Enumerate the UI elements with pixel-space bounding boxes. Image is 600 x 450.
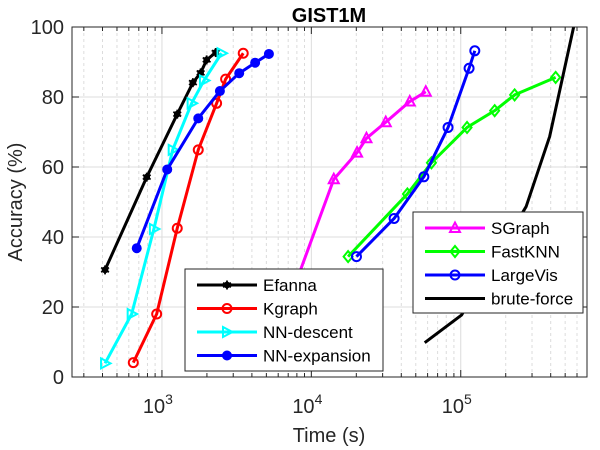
legend-marker [448, 220, 462, 233]
y-tick-label: 20 [42, 297, 64, 319]
x-tick-label: 103 [143, 391, 173, 418]
data-point-largevis [469, 45, 481, 57]
series-line-sgraph [273, 90, 427, 341]
x-tick-label: 105 [442, 391, 472, 418]
data-point-nn-descent [100, 356, 113, 371]
y-axis-label: Accuracy (%) [5, 143, 27, 262]
data-point-nn-descent [167, 143, 181, 157]
data-point-largevis [350, 251, 362, 263]
legend-label: NN-expansion [263, 347, 371, 366]
legend-marker [222, 280, 232, 290]
data-point-nn-expansion [234, 68, 245, 79]
series-line-largevis [355, 50, 477, 258]
legend-label: Kgraph [263, 300, 318, 319]
series-kgraph [127, 47, 249, 369]
data-point-kgraph [237, 47, 249, 59]
series-nn-descent [100, 46, 230, 371]
series-group [100, 27, 576, 371]
data-point-kgraph [151, 308, 163, 320]
data-point-kgraph [192, 144, 204, 156]
y-tick-label: 100 [31, 17, 64, 39]
legend-entry-nn-expansion: NN-expansion [197, 347, 371, 366]
legend-entry-sgraph: SGraph [425, 219, 550, 238]
legend-entry-fastknn: FastKNN [425, 243, 560, 262]
axes-box [71, 26, 588, 378]
data-point-kgraph [127, 357, 139, 369]
data-point-nn-descent [198, 73, 212, 88]
y-tick-label: 0 [53, 367, 64, 389]
series-line-brute-force [423, 27, 576, 344]
data-point-efanna [172, 109, 182, 119]
legend-label: LargeVis [491, 266, 558, 285]
series-line-fastknn [347, 76, 557, 258]
data-point-fastknn [461, 120, 473, 135]
series-efanna [100, 48, 221, 275]
data-point-largevis [442, 121, 454, 133]
data-point-nn-expansion [193, 113, 204, 124]
x-tick-label: 104 [292, 391, 322, 418]
legend-label: NN-descent [263, 323, 353, 342]
data-point-kgraph [211, 97, 223, 109]
data-point-nn-descent [148, 222, 162, 236]
legend-label: Efanna [263, 276, 317, 295]
legend-entry-brute-force: brute-force [425, 290, 573, 309]
data-point-sgraph [419, 84, 433, 97]
data-point-largevis [463, 62, 475, 74]
data-point-sgraph [350, 145, 364, 158]
data-point-sgraph [327, 171, 341, 185]
data-point-nn-descent [186, 96, 200, 110]
series-nn-expansion [131, 48, 274, 254]
legend-label: SGraph [491, 219, 550, 238]
data-point-fastknn [342, 249, 354, 264]
series-line-nn-descent [103, 52, 223, 365]
legend-marker [449, 244, 461, 259]
series-largevis [350, 45, 481, 263]
data-point-efanna [188, 78, 198, 88]
data-point-fastknn [488, 103, 501, 118]
legend-entry-kgraph: Kgraph [197, 300, 318, 319]
data-point-sgraph [403, 93, 417, 107]
chart-title: GIST1M [292, 5, 366, 27]
y-tick-label: 80 [42, 87, 64, 109]
data-point-efanna [142, 172, 152, 182]
legend-marker [222, 350, 232, 361]
y-tick-label: 40 [42, 227, 64, 249]
data-point-nn-descent [126, 307, 140, 321]
data-point-sgraph [359, 130, 374, 144]
data-point-efanna [202, 55, 212, 65]
ticks: 103 104 105 0 20 40 60 80 100 [31, 17, 588, 418]
data-point-sgraph [379, 114, 393, 128]
data-point-largevis [418, 171, 430, 183]
legend-label: FastKNN [491, 243, 560, 262]
legend-entry-largevis: LargeVis [425, 266, 558, 285]
x-axis-label: Time (s) [293, 425, 366, 447]
legend-entry-nn-descent: NN-descent [197, 323, 353, 342]
data-point-nn-expansion [131, 243, 142, 254]
y-tick-label: 60 [42, 157, 64, 179]
data-point-largevis [388, 212, 400, 224]
data-point-nn-descent [216, 46, 230, 60]
series-brute-force [423, 27, 576, 344]
data-point-nn-expansion [162, 164, 173, 175]
legend-entry-efanna: Efanna [197, 276, 317, 295]
legend-marker [221, 303, 233, 314]
data-point-kgraph [171, 222, 183, 234]
data-point-fastknn [425, 155, 438, 170]
data-point-kgraph [220, 73, 232, 85]
legends: Efanna Kgraph NN-descent NN-expansion SGraph… [184, 211, 584, 372]
legend-label: brute-force [491, 290, 573, 309]
legend-marker [222, 325, 235, 339]
data-point-efanna [100, 265, 110, 275]
data-point-fastknn [549, 70, 562, 85]
data-point-nn-expansion [263, 48, 274, 59]
legend-marker [449, 269, 461, 281]
data-point-fastknn [508, 87, 521, 102]
legend-1: Efanna Kgraph NN-descent NN-expansion [184, 268, 384, 372]
legend-2: SGraph FastKNN LargeVis brute-force [412, 211, 584, 314]
series-line-kgraph [131, 52, 245, 364]
data-point-nn-expansion [214, 86, 225, 97]
data-point-nn-expansion [250, 57, 261, 68]
